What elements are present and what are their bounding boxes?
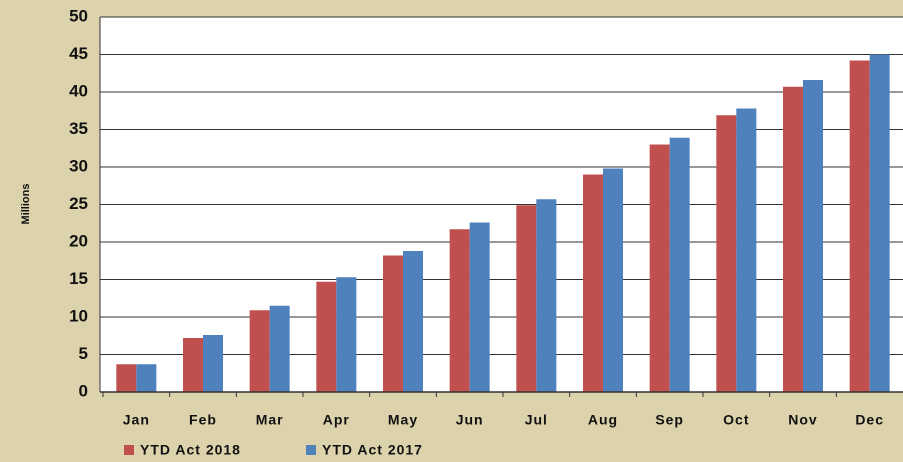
y-tick-label: 50 [69, 6, 88, 25]
y-axis-label: Millions [20, 184, 32, 225]
bar [849, 60, 870, 392]
bar [249, 310, 270, 392]
bar [536, 199, 557, 392]
y-tick-label: 20 [69, 231, 88, 250]
bar [783, 86, 803, 392]
bar [583, 174, 603, 392]
bar [869, 54, 890, 392]
y-tick-label: 0 [79, 381, 88, 400]
bar [403, 251, 423, 392]
bar [336, 277, 357, 392]
bar [716, 115, 737, 392]
y-tick-label: 25 [69, 194, 88, 213]
y-tick-label: 5 [79, 344, 88, 363]
x-tick-label: Sep [655, 412, 684, 428]
x-tick-label: Jul [525, 412, 548, 428]
legend-swatch [124, 445, 134, 455]
bar [603, 168, 623, 392]
bar [116, 364, 137, 392]
x-tick-label: Jun [456, 412, 484, 428]
x-tick-label: Apr [323, 412, 350, 428]
y-tick-label: 45 [69, 44, 88, 63]
bar [183, 338, 203, 392]
bar [736, 108, 757, 392]
bar [203, 335, 223, 392]
bar [383, 255, 403, 392]
bar [269, 305, 290, 392]
x-tick-label: Mar [256, 412, 284, 428]
bar [669, 137, 690, 392]
legend-swatch [306, 445, 316, 455]
legend-label: YTD Act 2018 [140, 442, 241, 458]
x-tick-label: Aug [588, 412, 618, 428]
y-tick-label: 15 [69, 269, 88, 288]
x-tick-label: Oct [723, 412, 749, 428]
bar [449, 229, 470, 392]
bar [316, 281, 337, 392]
y-tick-label: 10 [69, 306, 88, 325]
bar [136, 364, 157, 392]
y-tick-label: 30 [69, 156, 88, 175]
legend-label: YTD Act 2017 [322, 442, 423, 458]
bar [516, 205, 537, 392]
y-tick-label: 35 [69, 119, 88, 138]
y-tick-label: 40 [69, 81, 88, 100]
bar [649, 144, 670, 392]
x-tick-label: May [388, 412, 418, 428]
bar [803, 80, 823, 392]
x-tick-label: Feb [189, 412, 217, 428]
x-tick-label: Nov [788, 412, 817, 428]
x-tick-label: Jan [123, 412, 150, 428]
bar [469, 222, 490, 392]
x-tick-label: Dec [855, 412, 884, 428]
